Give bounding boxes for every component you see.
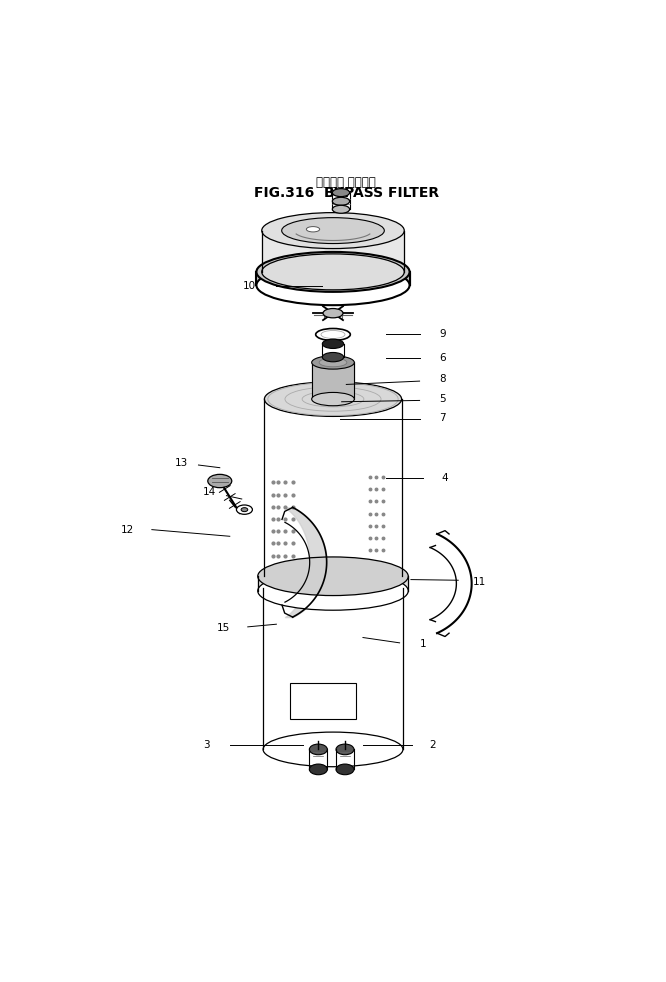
Text: バイパス フィルタ: バイパス フィルタ — [316, 176, 376, 190]
Ellipse shape — [258, 572, 408, 610]
Polygon shape — [256, 272, 410, 285]
Ellipse shape — [319, 358, 347, 367]
Text: 6: 6 — [440, 353, 446, 362]
Ellipse shape — [258, 557, 408, 595]
Ellipse shape — [263, 571, 403, 605]
Ellipse shape — [336, 744, 354, 755]
Ellipse shape — [336, 764, 354, 775]
Ellipse shape — [316, 329, 350, 341]
Text: 2: 2 — [430, 740, 436, 750]
Text: 12: 12 — [121, 524, 135, 534]
Ellipse shape — [332, 205, 350, 213]
Ellipse shape — [312, 355, 354, 369]
Ellipse shape — [264, 382, 402, 416]
Polygon shape — [263, 587, 403, 749]
Ellipse shape — [282, 218, 384, 244]
Ellipse shape — [323, 308, 343, 318]
Ellipse shape — [309, 764, 328, 775]
Ellipse shape — [262, 213, 404, 248]
Ellipse shape — [322, 353, 344, 361]
Ellipse shape — [264, 558, 402, 593]
Ellipse shape — [263, 733, 403, 767]
Text: 3: 3 — [203, 740, 210, 750]
Text: 13: 13 — [174, 458, 188, 468]
Text: 11: 11 — [473, 576, 486, 586]
Polygon shape — [312, 362, 354, 399]
Ellipse shape — [312, 393, 354, 406]
Text: FIG.316  BYPASS FILTER: FIG.316 BYPASS FILTER — [254, 186, 439, 199]
Text: 15: 15 — [217, 623, 230, 632]
Ellipse shape — [256, 265, 410, 305]
Ellipse shape — [262, 254, 404, 290]
Ellipse shape — [321, 331, 345, 339]
Ellipse shape — [208, 474, 232, 488]
Text: 1: 1 — [420, 639, 426, 649]
Polygon shape — [262, 231, 404, 272]
Text: 4: 4 — [442, 472, 448, 483]
Ellipse shape — [236, 505, 252, 515]
Text: 5: 5 — [440, 394, 446, 404]
Text: 7: 7 — [440, 412, 446, 422]
Text: 9: 9 — [440, 329, 446, 339]
Ellipse shape — [309, 744, 328, 755]
Polygon shape — [264, 399, 402, 575]
Text: 10: 10 — [243, 281, 256, 291]
Ellipse shape — [332, 197, 350, 205]
Ellipse shape — [306, 227, 320, 232]
Polygon shape — [258, 576, 408, 591]
Ellipse shape — [322, 339, 344, 349]
Ellipse shape — [241, 508, 248, 512]
Text: 8: 8 — [440, 374, 446, 384]
Ellipse shape — [256, 252, 410, 292]
Bar — [290, 682, 356, 720]
Text: 14: 14 — [203, 487, 216, 497]
Ellipse shape — [332, 189, 350, 196]
